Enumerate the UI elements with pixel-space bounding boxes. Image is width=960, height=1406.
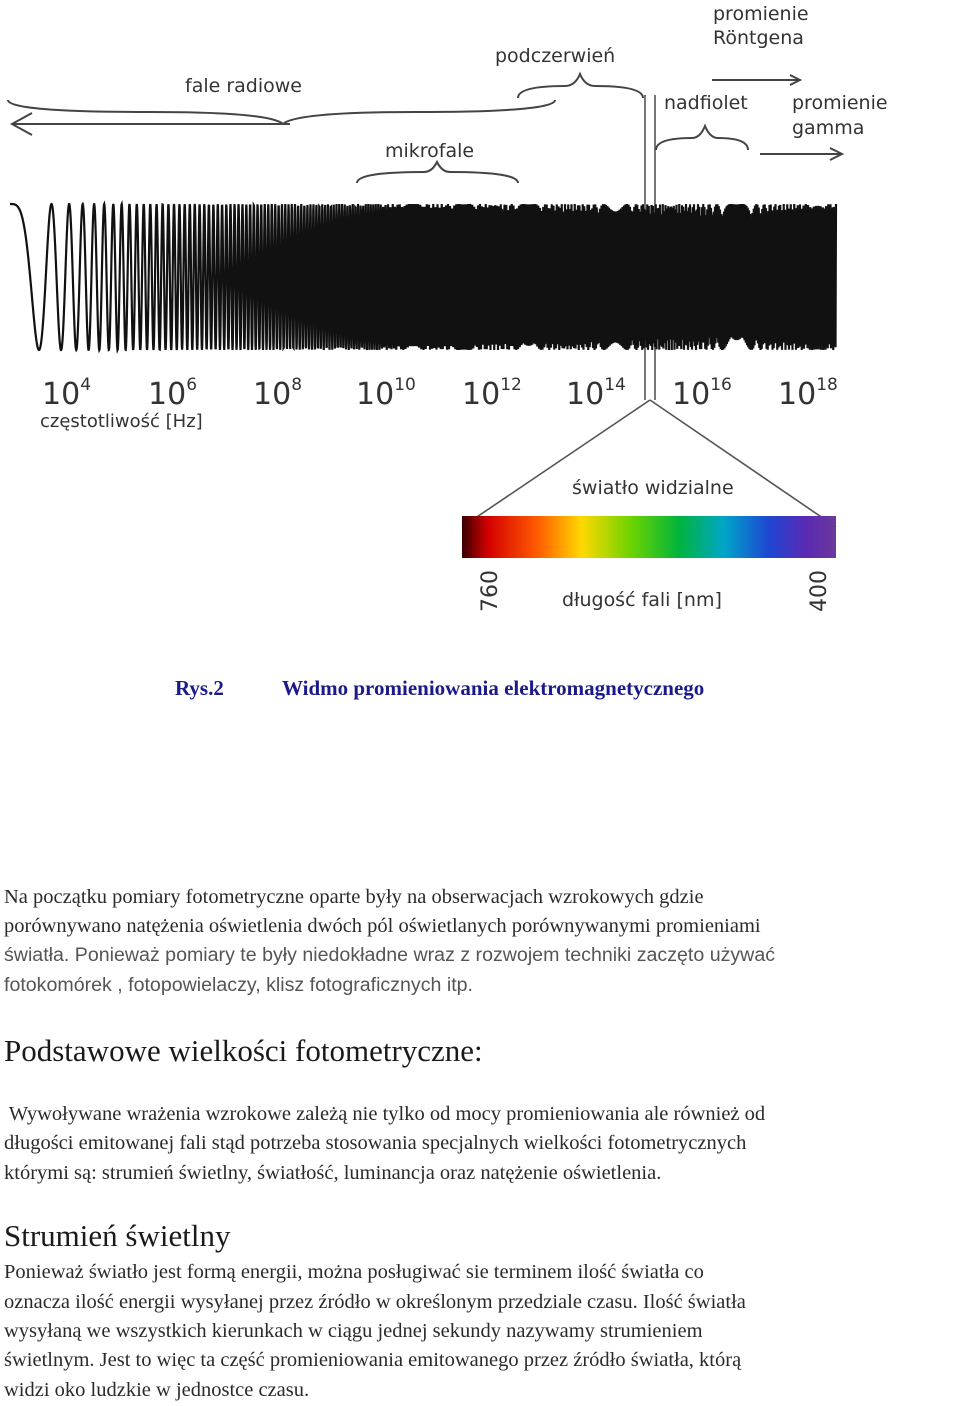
visible-spectrum-bar (462, 516, 836, 558)
text-line: Na początku pomiary fotometryczne oparte… (4, 886, 704, 908)
label-infrared: podczerwień (495, 45, 615, 67)
text-line: długości emitowanej fali stąd potrzeba s… (4, 1132, 747, 1154)
frequency-tick-label: 1010 (356, 375, 416, 412)
label-xray-line1: promienie (713, 3, 809, 25)
wavelength-760: 760 (478, 570, 503, 612)
frequency-tick-label: 1014 (566, 375, 626, 412)
ultraviolet-brace (655, 123, 749, 151)
em-spectrum-figure: fale radiowe mikrofale podczerwień promi… (0, 0, 960, 640)
spectrum-diagram: fale radiowe mikrofale podczerwień promi… (7, 3, 888, 612)
infrared-brace (517, 71, 644, 99)
xray-range-arrow (712, 74, 803, 86)
label-gamma-line2: gamma (792, 117, 864, 139)
text-line: którymi są: strumień świetlny, światłość… (4, 1162, 662, 1184)
text-line: widzi oko ludzkie w jednostce czasu. (4, 1379, 310, 1401)
frequency-tick-label: 1012 (462, 375, 522, 412)
label-microwaves: mikrofale (385, 140, 474, 162)
label-ultraviolet: nadfiolet (664, 92, 748, 114)
frequency-tick-label: 108 (253, 375, 302, 412)
label-xray-line2: Röntgena (713, 27, 804, 49)
text-line: świetlnym. Jest to więc ta część promien… (4, 1349, 742, 1371)
text-line: światła. Ponieważ pomiary te były niedok… (4, 944, 776, 966)
frequency-tick-label: 104 (42, 375, 91, 412)
radio-brace (7, 99, 556, 126)
wavelength-400: 400 (807, 570, 832, 612)
figure-caption: Rys.2 Widmo promieniowania elektromagnet… (0, 676, 960, 706)
frequency-tick-label: 106 (148, 375, 197, 412)
gamma-range-arrow (760, 147, 845, 161)
frequency-tick-label: 1016 (672, 375, 732, 412)
radio-range-arrow (9, 112, 290, 136)
text-line: Ponieważ światło jest formą energii, moż… (4, 1261, 704, 1283)
visible-light-label: światło widzialne (572, 477, 734, 499)
figure-number: Rys.2 (175, 676, 224, 700)
em-wave (10, 199, 838, 354)
frequency-ticks: 104 106 108 1010 1012 1014 1016 1018 (42, 375, 838, 412)
section-heading-luminous-flux: Strumień świetlny (4, 1218, 231, 1253)
text-line: Wywoływane wrażenia wzrokowe zależą nie … (4, 1103, 766, 1125)
text-line: porównywano natężenia oświetlenia dwóch … (4, 915, 761, 937)
figure-title: Widmo promieniowania elektromagnetyczneg… (282, 676, 705, 700)
label-radio-waves: fale radiowe (185, 75, 302, 97)
text-line: fotokomórek , fotopowielaczy, klisz foto… (4, 974, 473, 996)
wavelength-axis-label: długość fali [nm] (562, 589, 722, 611)
microwave-brace (356, 159, 519, 184)
section-heading-photometric: Podstawowe wielkości fotometryczne: (4, 1033, 483, 1068)
frequency-tick-label: 1018 (778, 375, 838, 412)
text-line: wysyłaną we wszystkich kierunkach w ciąg… (4, 1320, 703, 1342)
frequency-axis-label: częstotliwość [Hz] (40, 411, 203, 432)
text-line: oznacza ilość energii wysyłanej przez źr… (4, 1291, 746, 1313)
label-gamma-line1: promienie (792, 92, 888, 114)
